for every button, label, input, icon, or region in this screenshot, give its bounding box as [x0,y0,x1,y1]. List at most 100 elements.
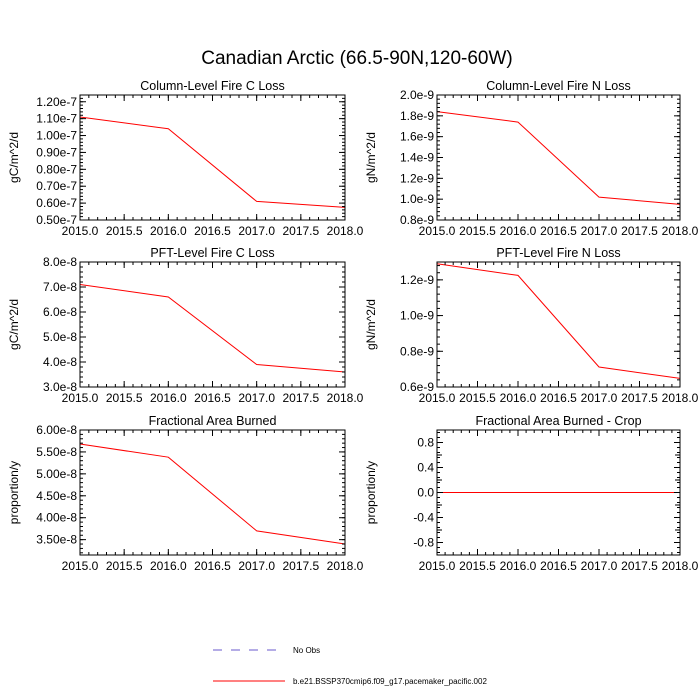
y-tick-label: 0.80e-7 [36,162,77,176]
chart-panel: 2015.0 2015.5 2016.0 2016.5 2017.0 2017.5 2018… [364,246,699,405]
y-tick-label: -0.4 [413,511,434,525]
y-tick-label: 5.00e-8 [36,467,77,481]
panel-title: Column-Level Fire N Loss [486,79,631,93]
series-line [79,116,346,208]
x-tick-label: 2018.0 [327,559,364,573]
panel-title: Fractional Area Burned - Crop [475,414,641,428]
x-tick-label: 2017.0 [238,559,275,573]
x-tick-label: 2015.0 [62,391,99,405]
y-tick-label: 5.0e-8 [43,330,77,344]
x-tick-label: 2017.5 [621,559,658,573]
x-tick-label: 2016.0 [500,391,537,405]
y-axis-label: gC/m^2/d [7,132,21,183]
x-tick-label: 2016.0 [500,224,537,238]
y-tick-label: 1.4e-9 [400,151,434,165]
series-line [79,284,346,373]
x-tick-label: 2017.5 [282,391,319,405]
x-tick-label: 2016.0 [150,224,187,238]
x-tick-label: 2015.0 [62,559,99,573]
x-tick-label: 2015.0 [419,559,456,573]
x-tick-label: 2016.5 [540,391,577,405]
y-tick-label: 0.60e-7 [36,196,77,210]
x-tick-label: 2017.0 [581,559,618,573]
x-tick-label: 2016.0 [150,391,187,405]
series-line [436,263,681,379]
x-tick-label: 2016.5 [540,224,577,238]
x-tick-label: 2017.5 [621,224,658,238]
y-axis-label: gN/m^2/d [364,132,378,183]
y-tick-label: 3.0e-8 [43,380,77,394]
y-tick-label: 1.10e-7 [36,112,77,126]
y-tick-label: 0.0 [417,486,434,500]
x-tick-label: 2015.5 [106,224,143,238]
x-tick-label: 2018.0 [662,224,699,238]
y-tick-label: 4.50e-8 [36,489,77,503]
y-tick-label: 1.0e-9 [400,192,434,206]
x-tick-label: 2018.0 [662,559,699,573]
x-tick-label: 2015.0 [62,224,99,238]
x-tick-label: 2017.0 [581,224,618,238]
x-tick-label: 2015.5 [459,559,496,573]
x-tick-label: 2018.0 [662,391,699,405]
chart-panel: 2015.0 2015.5 2016.0 2016.5 2017.0 2017.5 2018… [7,79,364,238]
x-tick-label: 2017.0 [581,391,618,405]
y-tick-label: 1.8e-9 [400,109,434,123]
figure-title: Canadian Arctic (66.5-90N,120-60W) [201,48,513,69]
y-tick-label: 3.50e-8 [36,533,77,547]
y-tick-label: 0.8e-9 [400,344,434,358]
y-axis-label: proportion/y [7,461,21,524]
x-tick-label: 2018.0 [327,224,364,238]
x-tick-label: 2017.5 [282,559,319,573]
y-tick-label: 2.0e-9 [400,88,434,102]
series-line [436,111,681,205]
x-tick-label: 2016.5 [540,559,577,573]
panel-title: PFT-Level Fire C Loss [150,246,274,260]
y-tick-label: 6.0e-8 [43,305,77,319]
y-axis-label: gN/m^2/d [364,299,378,350]
y-tick-label: -0.8 [413,536,434,550]
chart-panel: 2015.0 2015.5 2016.0 2016.5 2017.0 2017.5 2018… [364,414,699,573]
x-tick-label: 2016.5 [194,224,231,238]
y-axis-label: gC/m^2/d [7,299,21,350]
y-tick-label: 1.2e-9 [400,273,434,287]
x-tick-label: 2018.0 [327,391,364,405]
x-tick-label: 2015.5 [459,391,496,405]
x-tick-label: 2016.5 [194,391,231,405]
y-tick-label: 7.0e-8 [43,280,77,294]
x-tick-label: 2017.0 [238,224,275,238]
y-tick-label: 0.70e-7 [36,179,77,193]
chart-panel: 2015.0 2015.5 2016.0 2016.5 2017.0 2017.5 2018… [7,246,364,405]
x-tick-label: 2017.5 [621,391,658,405]
panels: 2015.0 2015.5 2016.0 2016.5 2017.0 2017.5 2018… [7,79,699,573]
x-tick-label: 2016.0 [150,559,187,573]
y-tick-label: 0.4 [417,461,434,475]
x-tick-label: 2016.0 [500,559,537,573]
x-tick-label: 2015.5 [106,391,143,405]
panel-title: Fractional Area Burned [149,414,277,428]
y-axis-label: proportion/y [364,461,378,524]
x-tick-label: 2015.5 [106,559,143,573]
panel-title: PFT-Level Fire N Loss [496,246,620,260]
chart-panel: 2015.0 2015.5 2016.0 2016.5 2017.0 2017.5 2018… [7,414,364,573]
series-line [79,443,346,545]
x-tick-label: 2017.0 [238,391,275,405]
x-tick-label: 2015.0 [419,391,456,405]
y-tick-label: 8.0e-8 [43,255,77,269]
legend-model-label: b.e21.BSSP370cmip6.f09_g17.pacemaker_pac… [293,677,487,686]
x-tick-label: 2015.0 [419,224,456,238]
y-tick-label: 6.00e-8 [36,423,77,437]
y-tick-label: 0.6e-9 [400,380,434,394]
y-tick-label: 4.00e-8 [36,511,77,525]
y-tick-label: 4.0e-8 [43,355,77,369]
y-tick-label: 1.0e-9 [400,309,434,323]
y-tick-label: 1.00e-7 [36,129,77,143]
y-tick-label: 0.50e-7 [36,213,77,227]
x-tick-label: 2016.5 [194,559,231,573]
y-tick-label: 5.50e-8 [36,445,77,459]
legend: No Obs b.e21.BSSP370cmip6.f09_g17.pacema… [213,646,487,686]
legend-obs-label: No Obs [293,646,320,655]
panel-title: Column-Level Fire C Loss [140,79,285,93]
y-tick-label: 1.6e-9 [400,130,434,144]
y-tick-label: 1.20e-7 [36,95,77,109]
